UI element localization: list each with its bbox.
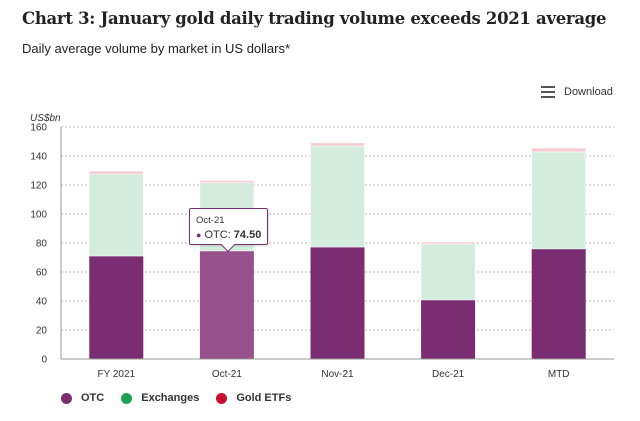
legend-label-exchanges: Exchanges bbox=[141, 392, 200, 404]
x-tick-label: FY 2021 bbox=[97, 369, 135, 380]
y-tick-label: 160 bbox=[30, 123, 47, 134]
tooltip-value: 74.50 bbox=[233, 229, 262, 241]
bar-otc-nov-21[interactable] bbox=[310, 247, 365, 359]
y-axis-ticks: 0 20 40 60 80 100 120 140 160 bbox=[30, 123, 47, 366]
x-tick-label: Nov-21 bbox=[321, 369, 354, 380]
y-tick-label: 100 bbox=[30, 210, 47, 221]
x-axis-ticks: FY 2021 Oct-21 Nov-21 Dec-21 MTD bbox=[97, 369, 569, 380]
legend-marker-otc bbox=[61, 392, 72, 404]
y-tick-label: 60 bbox=[36, 268, 48, 279]
tooltip-value-row: ● OTC: 74.50 bbox=[196, 229, 261, 241]
y-tick-label: 0 bbox=[41, 355, 47, 366]
hamburger-menu-icon bbox=[541, 86, 555, 98]
bar-otc-dec-21[interactable] bbox=[421, 299, 476, 359]
tooltip-category: Oct-21 bbox=[196, 215, 225, 226]
download-label: Download bbox=[564, 86, 613, 98]
bar-gold-etfs-oct-21[interactable] bbox=[199, 180, 255, 184]
y-tick-label: 80 bbox=[36, 239, 48, 250]
bar-exchanges-nov-21[interactable] bbox=[310, 145, 365, 248]
bar-gold-etfs-nov-21[interactable] bbox=[310, 142, 365, 147]
x-tick-label: Oct-21 bbox=[212, 369, 242, 380]
tooltip-series-label: OTC: bbox=[204, 229, 234, 241]
tooltip-series-bullet: ● bbox=[196, 230, 202, 240]
tooltip: Oct-21 ● OTC: 74.50 bbox=[189, 208, 268, 253]
legend: OTC Exchanges Gold ETFs bbox=[61, 392, 308, 404]
bar-otc-fy-2021[interactable] bbox=[89, 256, 144, 359]
y-tick-label: 120 bbox=[30, 181, 47, 192]
legend-item-exchanges[interactable]: Exchanges bbox=[121, 392, 199, 404]
bar-gold-etfs-dec-21[interactable] bbox=[420, 241, 476, 245]
legend-label-otc: OTC bbox=[81, 392, 105, 404]
bar-exchanges-dec-21[interactable] bbox=[420, 243, 476, 301]
y-tick-label: 140 bbox=[30, 152, 47, 163]
bar-gold-etfs-fy-2021[interactable] bbox=[89, 170, 144, 175]
bar-exchanges-fy-2021[interactable] bbox=[89, 173, 144, 257]
y-tick-label: 40 bbox=[36, 297, 48, 308]
bars bbox=[89, 142, 586, 359]
y-tick-label: 20 bbox=[36, 326, 48, 337]
bar-exchanges-mtd[interactable] bbox=[531, 151, 586, 250]
x-tick-label: MTD bbox=[548, 369, 570, 380]
legend-item-otc[interactable]: OTC bbox=[61, 392, 104, 404]
legend-item-gold-etfs[interactable]: Gold ETFs bbox=[216, 392, 291, 404]
bar-otc-oct-21[interactable] bbox=[199, 250, 254, 359]
legend-marker-exchanges bbox=[121, 392, 133, 404]
x-tick-label: Dec-21 bbox=[432, 369, 465, 380]
legend-label-gold-etfs: Gold ETFs bbox=[236, 392, 292, 404]
download-button[interactable]: Download bbox=[541, 86, 613, 98]
y-axis-unit-label: US$bn bbox=[30, 113, 61, 124]
chart-title: Chart 3: January gold daily trading volu… bbox=[22, 9, 607, 28]
bar-gold-etfs-mtd[interactable] bbox=[531, 147, 586, 153]
legend-marker-gold-etfs bbox=[216, 392, 228, 404]
bar-otc-mtd[interactable] bbox=[531, 248, 586, 359]
chart-subtitle: Daily average volume by market in US dol… bbox=[22, 41, 291, 56]
